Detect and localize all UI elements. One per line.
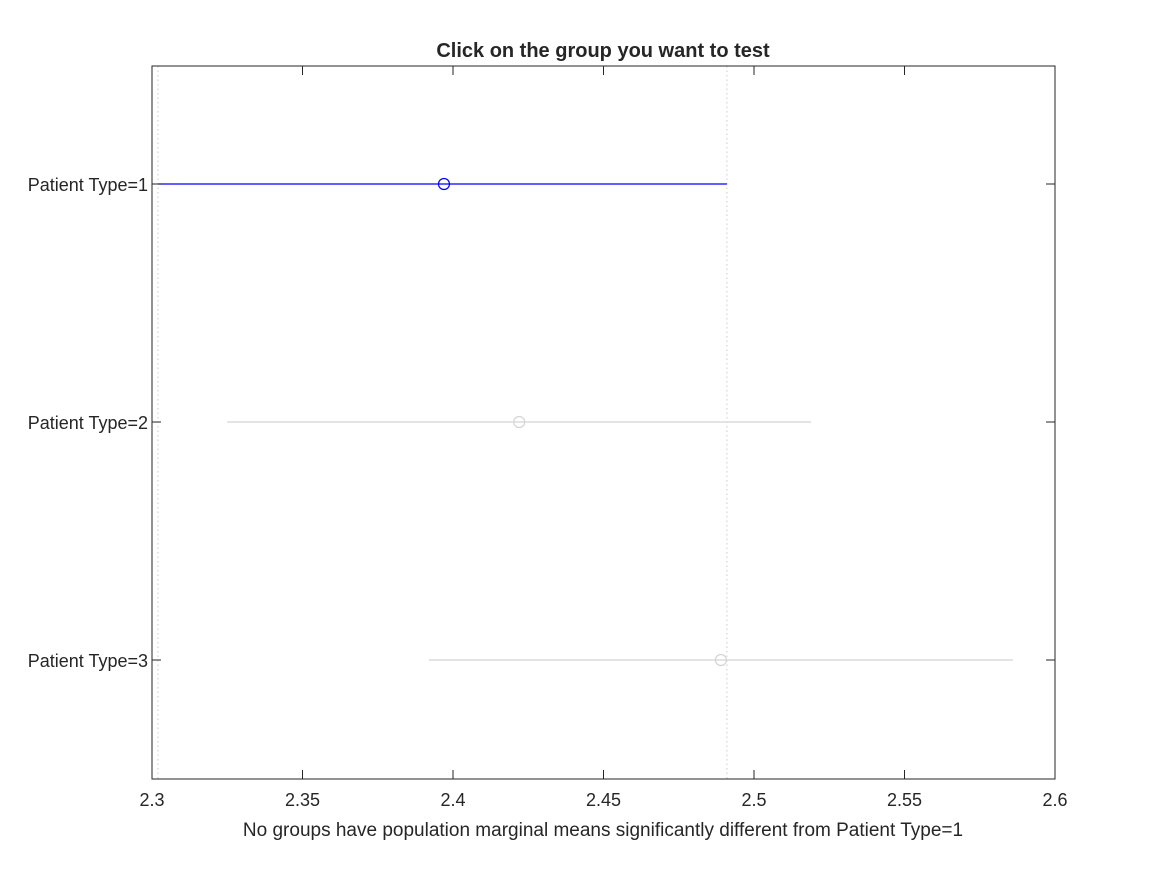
y-tick-label: Patient Type=3 [28,651,148,671]
x-axis-label: No groups have population marginal means… [243,820,963,841]
x-tick-label: 2.3 [139,790,164,810]
x-tick-label: 2.35 [285,790,320,810]
x-tick-label: 2.4 [440,790,465,810]
chart-title: Click on the group you want to test [436,40,770,62]
mean-marker-group-2[interactable] [513,415,526,429]
tick-labels: 2.3 2.35 2.4 2.45 2.5 2.55 2.6 Patient Type=1 Pa… [28,175,1068,810]
x-tick-label: 2.45 [586,790,621,810]
tick-marks [151,66,1056,779]
y-tick-label: Patient Type=1 [28,175,148,195]
mean-marker-group-3[interactable] [714,653,727,667]
x-tick-label: 2.6 [1042,790,1067,810]
x-tick-label: 2.55 [887,790,922,810]
x-tick-label: 2.5 [741,790,766,810]
y-tick-label: Patient Type=2 [28,413,148,433]
mean-marker-group-1[interactable] [437,177,451,191]
group-intervals[interactable] [158,177,1013,667]
